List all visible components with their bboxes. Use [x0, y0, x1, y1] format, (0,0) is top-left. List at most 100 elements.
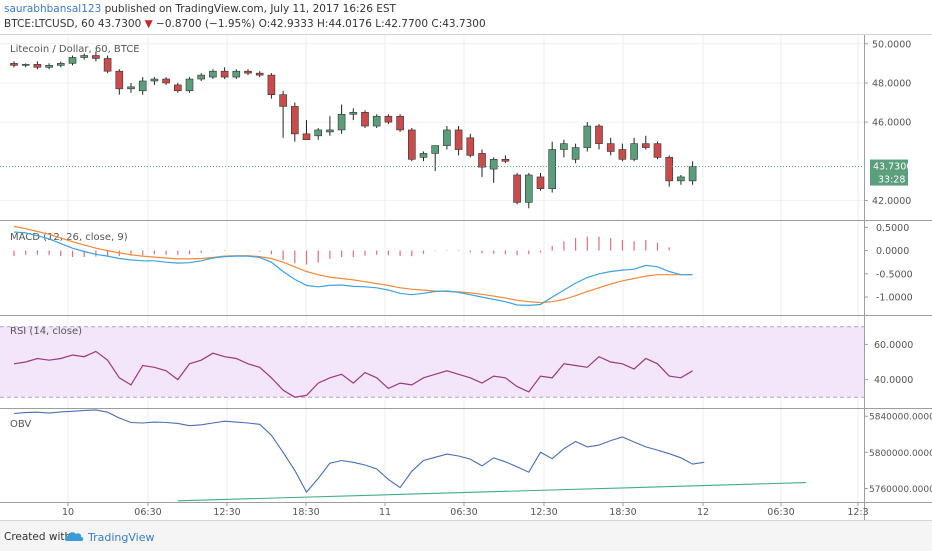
- candle-body: [583, 125, 592, 148]
- macd-tick-label: 0.0000: [876, 246, 909, 257]
- time-label: 12: [697, 507, 709, 518]
- obv-axis: 5840000.0000 5800000.0000 5760000.0000: [864, 413, 932, 495]
- candle-body: [290, 106, 299, 135]
- candle-body: [220, 70, 229, 78]
- candle-body: [56, 63, 65, 66]
- last-price-value: 43.7300: [97, 18, 142, 30]
- price-tick-label: 46.0000: [872, 118, 911, 129]
- obv-pane-title: OBV: [10, 419, 31, 430]
- candle-body: [255, 72, 264, 76]
- candle-body: [150, 78, 159, 82]
- tradingview-brand[interactable]: TradingView: [88, 531, 155, 544]
- obv-tick-label: 5760000.0000: [869, 485, 932, 495]
- chart-area[interactable]: Litecoin / Dollar, 60, BTCE 50.0000 48.00…: [0, 34, 932, 520]
- candle-body: [10, 63, 18, 66]
- candle-body: [127, 86, 135, 90]
- time-label: 10: [62, 507, 74, 518]
- time-label: 06:30: [767, 507, 794, 518]
- time-label: 12:30: [213, 507, 240, 518]
- candle-body: [174, 84, 182, 92]
- candle-body: [21, 64, 30, 66]
- candle-body: [138, 80, 147, 92]
- candle-body: [384, 115, 393, 123]
- time-label: 12:3: [847, 507, 868, 518]
- candle-body: [489, 159, 498, 170]
- macd-pane[interactable]: MACD (12, 26, close, 9) 0.5000 0.0000 -0.5…: [10, 223, 913, 307]
- candle-body: [209, 70, 217, 78]
- candle-body: [197, 74, 205, 80]
- price-change: −0.8700 (−1.95%): [156, 18, 256, 30]
- macd-tick-label: -0.5000: [876, 269, 913, 280]
- macd-axis: 0.5000 0.0000 -0.5000 -1.0000: [864, 223, 913, 304]
- obv-pane[interactable]: OBV 5840000.0000 5800000.0000 5760000.0000: [10, 409, 932, 502]
- candle-body: [641, 143, 650, 148]
- candle-body: [45, 65, 53, 68]
- created-with-label: Created with: [4, 531, 72, 543]
- time-label: 06:30: [134, 507, 161, 518]
- macd-histogram: [13, 236, 670, 265]
- grid-lines: [0, 34, 864, 502]
- candle-body: [185, 78, 194, 92]
- obv-tick-label: 5840000.0000: [869, 413, 932, 423]
- candle-body: [244, 70, 252, 74]
- price-pane-title: Litecoin / Dollar, 60, BTCE: [10, 44, 140, 55]
- candle-body: [688, 166, 697, 182]
- change-down-icon: ▼: [144, 18, 153, 30]
- candle-body: [466, 137, 475, 156]
- rsi-tick-label: 60.0000: [874, 340, 913, 351]
- time-label: 18:30: [609, 507, 636, 518]
- macd-pane-title: MACD (12, 26, close, 9): [10, 232, 128, 243]
- candle-body: [115, 70, 124, 90]
- time-label: 18:30: [292, 507, 319, 518]
- open-value: O:42.9333: [258, 18, 314, 30]
- footer-bar: Created with TradingView: [0, 520, 932, 551]
- candle-body: [407, 129, 416, 160]
- candle-body: [606, 143, 615, 152]
- countdown-tag-label: 33:28: [878, 175, 905, 186]
- candle-body: [513, 174, 521, 203]
- candle-body: [80, 55, 88, 58]
- rsi-pane[interactable]: RSI (14, close) 60.0000 40.0000: [0, 326, 913, 398]
- candle-body: [279, 94, 287, 107]
- candle-body: [162, 78, 170, 84]
- candle-body: [92, 55, 100, 59]
- candle-body: [68, 57, 77, 64]
- candle-body: [677, 176, 685, 182]
- publish-header: saurabhbansal123 published on TradingVie…: [0, 0, 932, 34]
- candle-body: [349, 112, 358, 115]
- price-tick-label: 50.0000: [872, 39, 911, 50]
- candle-body: [372, 115, 381, 127]
- price-tick-label: 48.0000: [872, 78, 911, 89]
- obv-line: [13, 409, 705, 494]
- countdown-tag: [870, 172, 908, 186]
- candle-body: [443, 129, 451, 146]
- candle-body: [431, 145, 440, 154]
- candle-body: [536, 176, 545, 189]
- low-value: L:42.7700: [375, 18, 429, 30]
- macd-signal-line: [13, 225, 693, 304]
- candle-body: [524, 174, 533, 203]
- candle-body: [665, 157, 674, 182]
- tradingview-cloud-icon: [64, 532, 84, 541]
- macd-tick-label: -1.0000: [876, 293, 913, 304]
- candle-body: [103, 58, 112, 72]
- candles: [10, 51, 697, 209]
- candle-body: [396, 115, 404, 131]
- obv-trend-line[interactable]: [177, 482, 807, 502]
- rsi-line: [13, 350, 693, 398]
- time-label: 11: [379, 507, 391, 518]
- time-label: 06:30: [450, 507, 477, 518]
- candle-body: [560, 143, 568, 150]
- pane-frame: [0, 34, 932, 520]
- candle-body: [267, 74, 276, 95]
- price-pane[interactable]: Litecoin / Dollar, 60, BTCE 50.0000 48.00…: [0, 39, 912, 209]
- candle-body: [337, 113, 346, 131]
- candle-body: [653, 143, 662, 158]
- symbol-line: BTCE:LTCUSD, 60 43.7300 ▼ −0.8700 (−1.95…: [4, 18, 486, 30]
- time-label: 12:30: [530, 507, 557, 518]
- candle-body: [302, 133, 311, 141]
- candle-body: [630, 143, 638, 160]
- close-value: C:43.7300: [431, 18, 486, 30]
- last-price-tag: [870, 159, 908, 173]
- author-link[interactable]: saurabhbansal123: [4, 3, 102, 15]
